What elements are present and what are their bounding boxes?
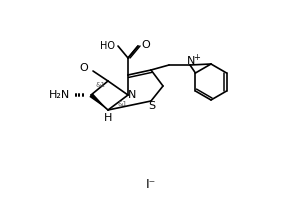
Text: H₂N: H₂N — [49, 90, 70, 100]
Text: N: N — [187, 56, 195, 66]
Text: +: + — [194, 52, 201, 62]
Polygon shape — [89, 93, 108, 110]
Text: I⁻: I⁻ — [146, 178, 156, 191]
Text: &1: &1 — [96, 82, 106, 88]
Text: N: N — [128, 90, 136, 100]
Text: O: O — [79, 63, 88, 73]
Text: S: S — [148, 101, 155, 111]
Text: H: H — [104, 113, 112, 123]
Text: HO: HO — [100, 41, 115, 51]
Text: O: O — [141, 40, 150, 50]
Text: &1: &1 — [118, 101, 128, 107]
